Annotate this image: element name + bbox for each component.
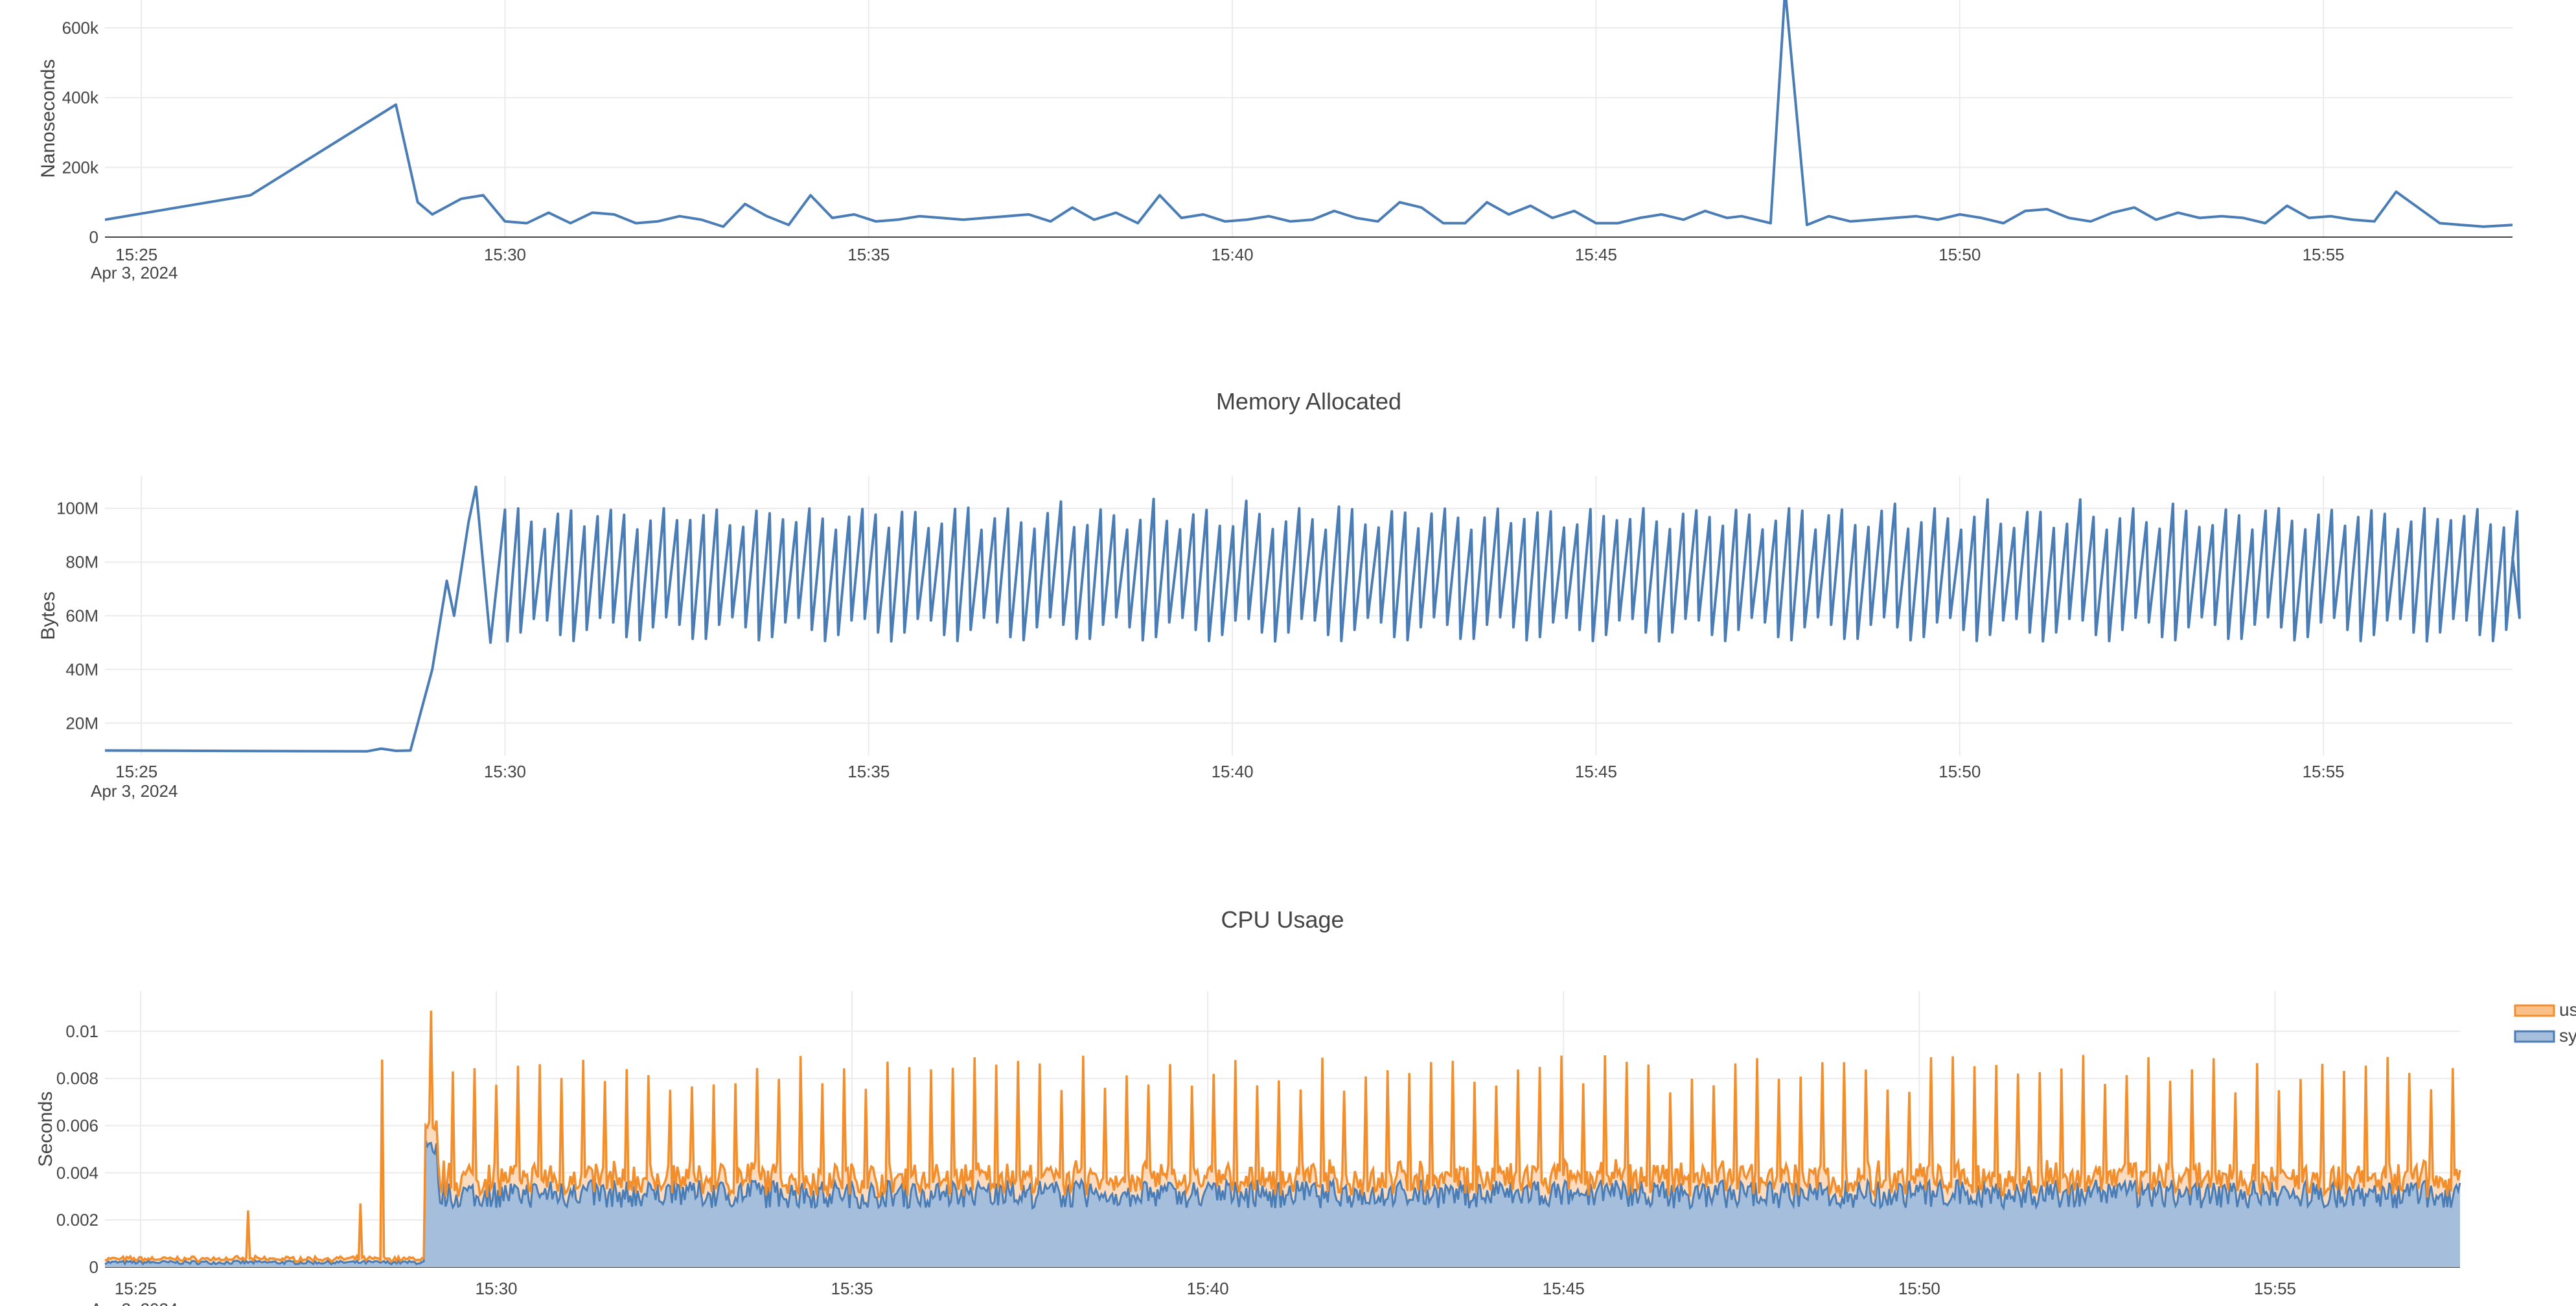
x-tick-label: 15:30 xyxy=(484,762,526,781)
legend-swatch-us xyxy=(2514,1004,2555,1017)
y-tick-label: 100M xyxy=(56,499,98,518)
legend-item-us[interactable]: us xyxy=(2514,1000,2576,1020)
sy-area xyxy=(105,1140,2460,1267)
latency-y-axis-label: Nanoseconds xyxy=(38,59,59,178)
x-tick-label: 15:50 xyxy=(1938,762,1981,781)
us-line xyxy=(104,1011,2461,1264)
x-tick-label: 15:25 xyxy=(115,245,157,264)
memory-x-ticks: 15:25 15:30 15:35 15:40 15:45 15:50 15:55 xyxy=(115,762,2345,781)
y-tick-label: 40M xyxy=(65,659,98,679)
legend-label-us: us xyxy=(2559,1000,2576,1020)
x-tick-label: 15:25 xyxy=(115,1279,157,1298)
legend-label-sy: sy xyxy=(2559,1025,2576,1046)
cpu-chart: CPU Usage 15:25 15:30 15:35 15:40 15:45 15:50… xyxy=(35,906,2576,1306)
cpu-y-ticks: 0 0.002 0.004 0.006 0.008 0.01 xyxy=(56,1022,98,1277)
x-tick-label: 15:40 xyxy=(1212,762,1254,781)
latency-x-ticks: 15:25 15:30 15:35 15:40 15:45 15:50 15:55 xyxy=(115,245,2345,264)
cpu-chart-title: CPU Usage xyxy=(1221,906,1344,933)
cpu-x-ticks: 15:25 15:30 15:35 15:40 15:45 15:50 15:55 xyxy=(115,1279,2296,1298)
cpu-date-label: Apr 3, 2024 xyxy=(91,1300,178,1306)
x-tick-label: 15:35 xyxy=(847,245,890,264)
y-tick-label: 0.008 xyxy=(56,1069,98,1088)
y-tick-label: 0.01 xyxy=(65,1022,98,1041)
x-tick-label: 15:55 xyxy=(2303,762,2345,781)
y-tick-label: 0 xyxy=(89,227,98,247)
x-tick-label: 15:40 xyxy=(1187,1279,1229,1298)
y-tick-label: 600k xyxy=(62,18,99,38)
memory-line xyxy=(104,485,2521,753)
sy-line xyxy=(104,1140,2461,1266)
latency-line xyxy=(105,0,2513,228)
latency-y-ticks: 0 200k 400k 600k xyxy=(62,18,99,247)
memory-series xyxy=(104,485,2521,753)
x-tick-label: 15:45 xyxy=(1543,1279,1585,1298)
y-tick-label: 200k xyxy=(62,157,99,177)
memory-grid xyxy=(105,476,2513,755)
x-tick-label: 15:50 xyxy=(1898,1279,1940,1298)
x-tick-label: 15:45 xyxy=(1575,245,1617,264)
x-tick-label: 15:55 xyxy=(2254,1279,2296,1298)
x-tick-label: 15:45 xyxy=(1575,762,1617,781)
memory-date-label: Apr 3, 2024 xyxy=(91,781,178,801)
x-tick-label: 15:55 xyxy=(2303,245,2345,264)
y-tick-label: 0.004 xyxy=(56,1163,98,1182)
latency-date-label: Apr 3, 2024 xyxy=(91,263,178,282)
x-tick-label: 15:25 xyxy=(115,762,157,781)
x-tick-label: 15:30 xyxy=(484,245,526,264)
cpu-series xyxy=(104,1011,2461,1267)
latency-grid xyxy=(105,0,2513,238)
x-tick-label: 15:35 xyxy=(831,1279,873,1298)
y-tick-label: 400k xyxy=(62,88,99,108)
y-tick-label: 0.006 xyxy=(56,1116,98,1136)
x-tick-label: 15:40 xyxy=(1212,245,1254,264)
cpu-y-axis-label: Seconds xyxy=(35,1092,56,1167)
x-tick-label: 15:35 xyxy=(847,762,890,781)
y-tick-label: 60M xyxy=(65,606,98,626)
x-tick-label: 15:50 xyxy=(1938,245,1981,264)
memory-chart-title: Memory Allocated xyxy=(1216,388,1401,415)
x-tick-label: 15:30 xyxy=(475,1279,517,1298)
y-tick-label: 0 xyxy=(89,1257,98,1277)
y-tick-label: 20M xyxy=(65,713,98,733)
latency-chart: 15:25 15:30 15:35 15:40 15:45 15:50 15:55 0 200… xyxy=(38,0,2513,282)
cpu-legend[interactable]: us sy xyxy=(2514,1000,2576,1046)
latency-series xyxy=(105,0,2513,228)
y-tick-label: 0.002 xyxy=(56,1210,98,1230)
memory-chart: Memory Allocated 15:25 15:30 15:35 15:40 15:… xyxy=(38,388,2521,801)
legend-swatch-sy xyxy=(2514,1030,2555,1043)
memory-y-axis-label: Bytes xyxy=(38,591,59,640)
memory-y-ticks: 20M 40M 60M 80M 100M xyxy=(56,499,98,733)
y-tick-label: 80M xyxy=(65,553,98,572)
legend-item-sy[interactable]: sy xyxy=(2514,1025,2576,1046)
